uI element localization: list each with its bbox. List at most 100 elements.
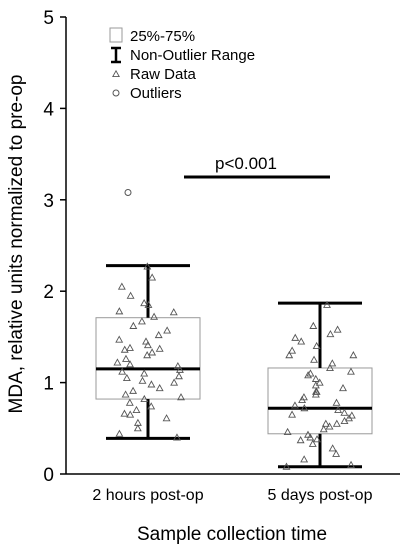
raw-data-point: [328, 444, 337, 452]
raw-data-point: [306, 433, 315, 441]
x-category-label: 5 days post-op: [268, 487, 373, 504]
raw-data-point: [150, 312, 159, 320]
raw-data-point: [118, 367, 127, 375]
raw-data-point: [300, 404, 309, 412]
raw-data-point: [120, 345, 129, 353]
raw-data-point: [346, 367, 355, 375]
raw-data-point: [173, 433, 181, 441]
legend-label: Outliers: [130, 85, 182, 102]
significance-label: p<0.001: [215, 154, 277, 173]
raw-data-point: [115, 429, 124, 437]
significance-annotation: p<0.001: [184, 154, 330, 179]
legend-label: Non-Outlier Range: [130, 47, 255, 64]
raw-data-point: [138, 376, 147, 384]
raw-data-point: [321, 419, 330, 427]
raw-data-point: [113, 358, 122, 366]
raw-data-point: [177, 393, 185, 401]
legend: 25%-75% Non-Outlier Range Raw Data Outliers: [109, 27, 255, 102]
x-category-label: 2 hours post-op: [92, 487, 203, 504]
raw-data-point: [332, 419, 341, 427]
raw-data-point: [115, 307, 124, 315]
legend-triangle-swatch: [112, 69, 120, 78]
raw-data-point: [173, 362, 182, 370]
raw-data-point: [169, 308, 178, 316]
raw-data-point: [347, 411, 356, 419]
raw-data-point: [290, 401, 299, 409]
raw-data-point: [296, 436, 305, 444]
raw-data-point: [319, 425, 328, 433]
raw-data-point: [347, 460, 356, 468]
raw-data-point: [328, 359, 337, 367]
raw-data-point: [326, 363, 334, 371]
raw-data-point: [291, 333, 300, 341]
raw-data-point: [170, 378, 179, 386]
raw-data-point: [297, 337, 306, 345]
raw-data-point: [126, 410, 135, 418]
raw-data-point: [311, 374, 320, 382]
y-axis-ticks: 0 1 2 3 4 5: [43, 8, 66, 486]
raw-data-point: [147, 402, 156, 410]
raw-data-point: [315, 378, 324, 386]
raw-data-point: [140, 369, 149, 377]
legend-box-swatch: [109, 27, 123, 43]
raw-data-point: [349, 351, 358, 359]
legend-circle-swatch: [112, 89, 120, 97]
raw-data-point: [309, 321, 318, 329]
raw-data-point: [148, 273, 157, 281]
raw-data-point: [122, 373, 131, 382]
legend-label: 25%-75%: [130, 28, 195, 45]
y-tick-label: 0: [43, 465, 54, 486]
y-tick-label: 1: [43, 374, 54, 395]
raw-data-point: [126, 360, 135, 368]
legend-label: Raw Data: [130, 66, 197, 83]
raw-data-point: [312, 387, 320, 395]
raw-data-point: [288, 346, 297, 354]
raw-data-point: [143, 262, 152, 270]
raw-data-point: [117, 282, 126, 290]
raw-data-point: [126, 343, 134, 351]
raw-data-point: [345, 414, 353, 422]
raw-data-point: [147, 380, 156, 388]
raw-data-point: [175, 372, 183, 380]
raw-data-point: [162, 414, 171, 422]
raw-data-point: [339, 383, 347, 392]
boxes: [95, 264, 373, 469]
raw-data-point: [121, 390, 130, 398]
raw-data-points: [113, 188, 358, 470]
raw-data-point: [332, 449, 341, 457]
x-axis-title: Sample collection time: [137, 524, 327, 545]
raw-data-point: [148, 348, 157, 356]
raw-data-point: [326, 330, 335, 338]
raw-data-point: [288, 410, 297, 418]
raw-data-point: [340, 416, 349, 424]
raw-data-point: [308, 439, 317, 447]
y-tick-label: 3: [43, 191, 54, 212]
raw-data-point: [133, 424, 142, 432]
raw-data-point: [143, 340, 152, 349]
raw-data-point: [155, 344, 164, 352]
axes: [65, 17, 400, 475]
raw-data-point: [132, 405, 141, 414]
raw-data-point: [306, 369, 315, 377]
raw-data-point: [304, 430, 312, 438]
raw-data-point: [310, 355, 318, 363]
raw-data-point: [120, 409, 129, 417]
raw-data-point: [142, 337, 150, 345]
x-axis-category-labels: 2 hours post-op 5 days post-op: [92, 487, 372, 504]
raw-data-point: [125, 398, 134, 406]
outlier-point: [124, 188, 132, 196]
y-tick-label: 5: [43, 8, 54, 29]
raw-data-point: [144, 300, 153, 308]
iqr-box: [267, 367, 373, 435]
raw-data-point: [304, 371, 313, 379]
raw-data-point: [163, 326, 172, 334]
raw-data-point: [332, 398, 341, 406]
raw-data-point: [126, 291, 135, 299]
raw-data-point: [298, 395, 307, 403]
raw-data-point: [313, 435, 321, 443]
raw-data-point: [175, 365, 184, 373]
raw-data-point: [283, 427, 292, 435]
raw-data-point: [140, 394, 149, 403]
y-axis-title: MDA, relative units normalized to pre-op: [6, 75, 27, 414]
